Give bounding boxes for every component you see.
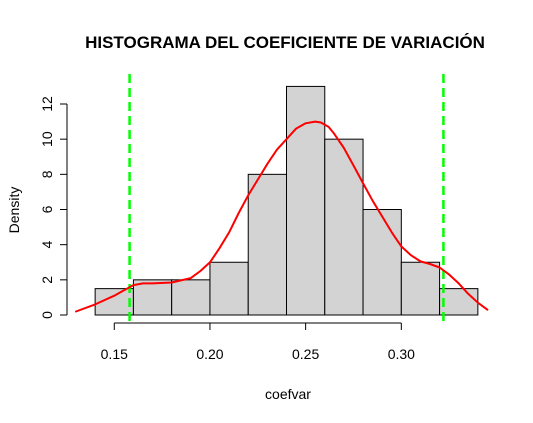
- y-tick-label: 6: [39, 205, 55, 213]
- histogram-bar: [362, 209, 402, 316]
- histogram-bar: [209, 261, 249, 316]
- x-tick-label: 0.15: [101, 346, 128, 362]
- y-tick-label: 10: [39, 131, 55, 147]
- histogram-bar: [247, 173, 288, 316]
- y-axis-label: Density: [6, 187, 22, 234]
- bars-group: [94, 85, 479, 316]
- y-tick-label: 2: [39, 276, 55, 284]
- x-tick-label: 0.20: [196, 346, 223, 362]
- y-axis: 0 2 4 6 8 10 12: [39, 96, 68, 319]
- histogram-bar: [439, 288, 479, 316]
- histogram-bar: [324, 138, 364, 316]
- density-curve-line: [75, 120, 489, 313]
- x-tick-label: 0.25: [292, 346, 319, 362]
- histogram-bar: [286, 85, 326, 316]
- y-tick-label: 8: [39, 170, 55, 178]
- x-axis: 0.15 0.20 0.25 0.30: [101, 322, 415, 362]
- histogram-bar: [400, 261, 441, 316]
- y-tick-label: 4: [39, 241, 55, 249]
- histogram-bar: [171, 279, 211, 316]
- y-tick-label: 0: [39, 311, 55, 319]
- density-curve-group: [75, 120, 489, 313]
- y-tick-label: 12: [39, 96, 55, 112]
- chart-title: HISTOGRAMA DEL COEFICIENTE DE VARIACIÓN: [85, 33, 485, 52]
- x-axis-label: coefvar: [265, 386, 311, 402]
- x-tick-label: 0.30: [388, 346, 415, 362]
- histogram-bar: [132, 279, 173, 316]
